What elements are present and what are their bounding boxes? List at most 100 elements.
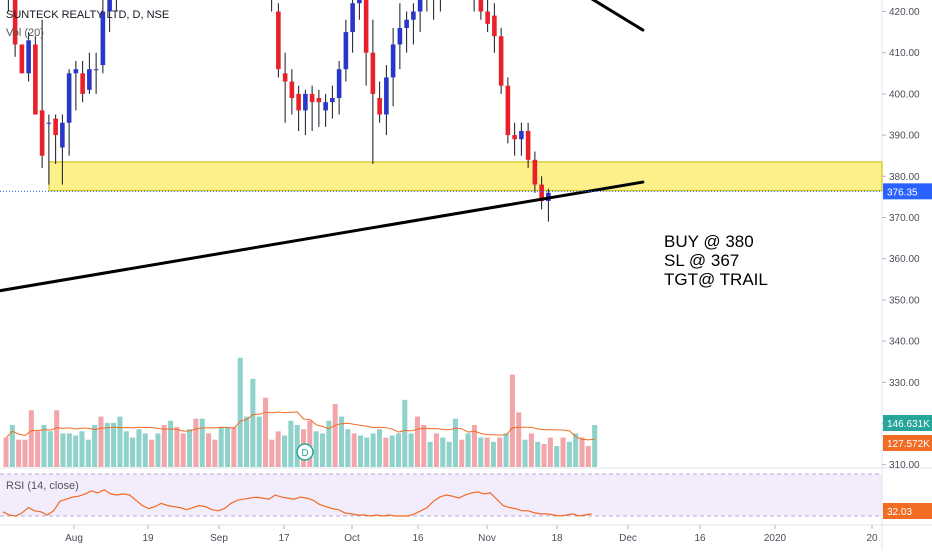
volume-bar (250, 378, 256, 467)
candle-body (384, 77, 389, 115)
candle-body (87, 69, 92, 90)
candle-body (478, 0, 484, 12)
volume-bar (237, 357, 243, 467)
rsi-badge: 32.03 (887, 507, 912, 518)
volume-bar (446, 441, 452, 467)
price-axis-label: 310.00 (889, 460, 920, 471)
rsi-indicator-label[interactable]: RSI (14, close) (6, 480, 79, 492)
candle-body (492, 15, 497, 37)
volume-bar (3, 437, 9, 467)
candle-body (323, 102, 328, 111)
candle (100, 0, 106, 74)
volume-bar (433, 433, 439, 467)
volume-bar (79, 431, 85, 467)
rsi-band-bg (0, 474, 882, 516)
volume-bar (98, 416, 104, 467)
annotation-buy: BUY @ 380 (664, 232, 754, 251)
volume-bar (218, 427, 224, 467)
volume-bar (193, 418, 199, 467)
volume-bar (54, 410, 60, 467)
candle-body (519, 130, 524, 140)
candle-body (93, 69, 99, 71)
volume-bar (471, 425, 477, 467)
volume-bar (104, 422, 110, 467)
candle-body (60, 122, 65, 148)
time-axis-label: Dec (619, 533, 637, 544)
candle-body (336, 69, 342, 99)
volume-bar (136, 429, 142, 467)
volume-bar (497, 437, 503, 467)
candle (478, 0, 484, 20)
candle (390, 27, 396, 107)
candle-body (46, 122, 52, 124)
volume-indicator-label[interactable]: Vol (20) (6, 27, 44, 39)
candle (330, 85, 335, 119)
volume-bar (490, 441, 496, 467)
candle (80, 60, 85, 103)
volume-bar (421, 425, 427, 467)
last-price-badge-bg (883, 183, 932, 200)
candle (282, 52, 288, 123)
price-axis-label: 410.00 (889, 48, 920, 59)
candle-body (417, 0, 423, 12)
candle (336, 60, 342, 115)
candle (276, 3, 281, 78)
volume-bar (35, 431, 41, 467)
candle-body (73, 69, 79, 74)
candle-body (330, 98, 335, 103)
price-pane (0, 0, 645, 467)
price-axis-label: 380.00 (889, 172, 920, 183)
candle (473, 0, 475, 12)
volume-bar (282, 435, 288, 467)
price-axis-label: 370.00 (889, 213, 920, 224)
volume-bar (541, 443, 547, 467)
candle (107, 0, 112, 33)
volume-bar (168, 420, 174, 467)
time-axis-label: 16 (694, 533, 706, 544)
volume-bar (528, 433, 534, 467)
price-axis-label: 400.00 (889, 89, 920, 100)
symbol-title[interactable]: SUNTECK REALTY LTD, D, NSE (6, 9, 170, 21)
candle (439, 0, 441, 12)
volume-bar (149, 439, 155, 467)
volume-bar (85, 439, 91, 467)
time-axis-label: 16 (412, 533, 424, 544)
support-trendline (0, 180, 645, 293)
volume-ma-line (5, 411, 595, 441)
candle-body (411, 11, 416, 20)
candle (7, 0, 9, 12)
candle (12, 0, 18, 57)
candle (357, 0, 362, 20)
volume-bar (478, 437, 484, 467)
dividend-marker (296, 443, 314, 461)
candle (73, 60, 79, 111)
volume-badge: 146.631K (887, 419, 930, 430)
candle-body (303, 93, 308, 111)
candle (546, 188, 551, 222)
volume-bar (351, 433, 357, 467)
time-axis-label: 19 (142, 533, 154, 544)
volume-bar (130, 437, 136, 467)
candle-body (53, 118, 58, 136)
volume-bar (142, 433, 148, 467)
candle (433, 0, 435, 20)
volume-bar (357, 435, 363, 467)
candle-body (350, 3, 355, 33)
candle-body (390, 44, 396, 78)
candle (384, 65, 389, 136)
volume-bar (585, 446, 591, 467)
volume-bar (41, 425, 47, 467)
volume-bar (484, 437, 490, 467)
volume-bar (332, 404, 338, 467)
candle (377, 81, 382, 123)
candle-body (282, 73, 288, 82)
resistance-trendline (590, 0, 645, 32)
candle-body (397, 27, 403, 45)
time-axis-label: Oct (344, 533, 360, 544)
candle-body (309, 93, 315, 103)
volume-bar (294, 425, 300, 467)
volume-bar (92, 425, 98, 467)
volume-bar (383, 437, 389, 467)
price-axis-label: 420.00 (889, 7, 920, 18)
